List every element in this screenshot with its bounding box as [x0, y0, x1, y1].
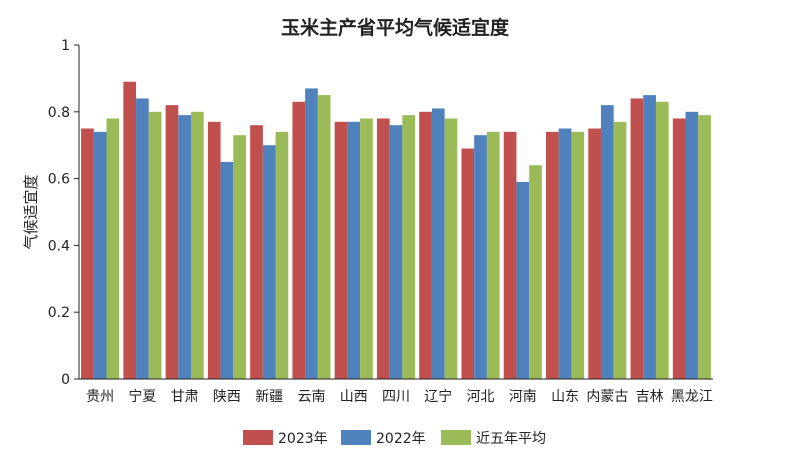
bar-云南-2023年 [292, 101, 306, 379]
bar-宁夏-近五年平均 [148, 111, 162, 380]
bar-河北-2023年 [461, 148, 475, 379]
bar-辽宁-近五年平均 [444, 118, 458, 379]
x-tick-label: 辽宁 [424, 388, 452, 405]
bar-贵州-近五年平均 [106, 118, 120, 379]
bar-内蒙古-近五年平均 [613, 121, 627, 379]
bar-河南-2022年 [516, 181, 530, 379]
bar-宁夏-2022年 [136, 98, 149, 379]
x-tick-label: 吉林 [636, 389, 664, 405]
x-ticks-group: 贵州 宁夏 甘肃 陕西 新疆 云南 山西 四川 辽宁 河北 河南 山东 内蒙古 吉林 黑龙江 [86, 388, 713, 405]
y-tick-label: 0.8 [48, 105, 70, 121]
x-tick-label: 河北 [467, 389, 495, 405]
x-tick-label: 新疆 [255, 389, 283, 405]
bar-山东-2022年 [558, 128, 572, 379]
bar-新疆-2022年 [262, 145, 276, 379]
bar-吉林-近五年平均 [655, 101, 669, 379]
bar-云南-2022年 [305, 88, 318, 380]
bar-辽宁-2022年 [431, 108, 445, 380]
legend: 2023年 2022年 近五年平均 [243, 430, 546, 447]
bar-贵州-2023年 [81, 128, 94, 379]
bar-黑龙江-2023年 [672, 118, 686, 379]
x-tick-label: 河南 [509, 389, 537, 405]
bar-河北-近五年平均 [486, 131, 500, 379]
x-tick-label: 内蒙古 [586, 389, 628, 405]
x-tick-label: 山东 [551, 389, 579, 405]
bar-陕西-近五年平均 [233, 135, 246, 379]
bar-黑龙江-2022年 [685, 111, 699, 380]
legend-label: 2022年 [376, 431, 426, 447]
bar-贵州-2022年 [93, 131, 107, 379]
bar-山西-2023年 [334, 121, 348, 379]
legend-swatch [341, 430, 371, 445]
bar-内蒙古-2023年 [588, 128, 601, 379]
bar-河南-近五年平均 [529, 165, 542, 379]
bar-甘肃-近五年平均 [191, 111, 204, 380]
bar-甘肃-2022年 [178, 115, 192, 379]
bar-云南-近五年平均 [317, 95, 331, 379]
y-axis-label: 气候适宜度 [22, 174, 40, 249]
x-tick-label: 山西 [340, 389, 368, 405]
bar-四川-2023年 [376, 118, 390, 379]
bar-四川-2022年 [389, 125, 403, 379]
bar-河北-2022年 [474, 135, 487, 379]
bar-吉林-2023年 [630, 98, 644, 379]
y-ticks-group: 0 0.2 0.4 0.6 0.8 1 [48, 38, 79, 388]
legend-label: 近五年平均 [476, 431, 546, 447]
x-tick-label: 黑龙江 [671, 389, 713, 405]
y-tick-label: 0.4 [48, 238, 70, 254]
bar-宁夏-2023年 [123, 81, 137, 380]
bar-新疆-2023年 [250, 125, 263, 379]
bars-group [81, 81, 711, 380]
bar-黑龙江-近五年平均 [698, 115, 711, 379]
x-tick-label: 陕西 [213, 389, 241, 405]
bar-吉林-2022年 [643, 95, 656, 379]
y-tick-label: 0.2 [48, 305, 70, 321]
bar-辽宁-2023年 [419, 111, 432, 380]
y-tick-label: 0 [61, 372, 70, 388]
bar-四川-近五年平均 [402, 115, 416, 379]
x-tick-label: 四川 [382, 389, 410, 405]
legend-swatch [243, 430, 273, 445]
legend-swatch [441, 430, 471, 445]
bar-新疆-近五年平均 [275, 131, 289, 379]
bar-甘肃-2023年 [165, 105, 179, 380]
y-tick-label: 0.6 [48, 172, 70, 188]
legend-label: 2023年 [278, 431, 328, 447]
bar-陕西-2023年 [207, 121, 221, 379]
x-tick-label: 甘肃 [171, 389, 199, 405]
bar-山东-2023年 [546, 131, 559, 379]
chart-title: 玉米主产省平均气候适宜度 [281, 16, 510, 39]
bar-山西-近五年平均 [360, 118, 373, 379]
bar-山东-近五年平均 [571, 131, 585, 379]
y-tick-label: 1 [61, 38, 70, 54]
bar-山西-2022年 [347, 121, 361, 379]
bar-陕西-2022年 [220, 161, 234, 379]
x-tick-label: 贵州 [86, 389, 114, 405]
x-tick-label: 宁夏 [128, 388, 156, 405]
x-tick-label: 云南 [297, 389, 325, 405]
bar-河南-2023年 [503, 131, 517, 379]
bar-内蒙古-2022年 [600, 105, 614, 380]
